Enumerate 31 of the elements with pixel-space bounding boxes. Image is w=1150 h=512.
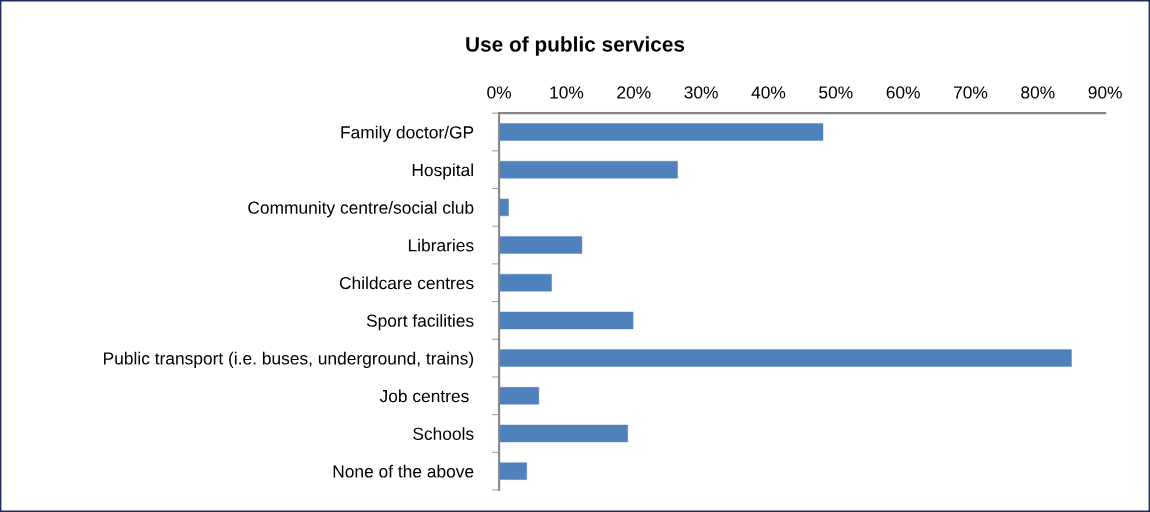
x-tick-label: 60% (886, 86, 920, 99)
y-tick-label: Job centres (379, 389, 469, 403)
bar (499, 462, 527, 480)
y-tick-label: Community centre/social club (248, 201, 474, 218)
y-tick-label: None of the above (333, 464, 474, 478)
x-tick-label: 20% (617, 86, 651, 99)
bar (499, 123, 824, 141)
bar (499, 311, 634, 330)
bar (499, 198, 509, 217)
y-tick-label: Libraries (408, 238, 474, 252)
bar (499, 274, 552, 292)
y-tick-label: Sport facilities (366, 314, 474, 331)
chart-title: Use of public services (466, 36, 685, 56)
x-tick-label: 40% (751, 86, 786, 99)
y-tick-label: Childcare centres (339, 276, 474, 290)
x-tick-label: 10% (550, 86, 584, 99)
bar (499, 349, 1072, 367)
x-tick-label: 0% (487, 86, 512, 99)
bar (499, 387, 540, 405)
x-tick-label: 70% (953, 86, 988, 99)
x-tick-label: 80% (1021, 86, 1055, 99)
bar (499, 424, 628, 443)
y-tick-label: Hospital (412, 163, 473, 180)
bar (499, 160, 678, 179)
y-tick-label: Family doctor/GP (341, 125, 474, 142)
y-tick-label: Public transport (i.e. buses, underground, trains) (104, 351, 474, 368)
x-tick-label: 30% (684, 86, 718, 99)
y-tick-label: Schools (413, 427, 474, 440)
x-tick-label: 50% (819, 86, 853, 99)
x-tick-label: 90% (1088, 86, 1122, 99)
bar (499, 236, 583, 254)
